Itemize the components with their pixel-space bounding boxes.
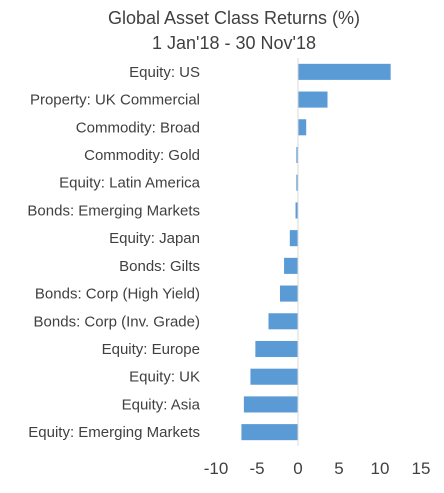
category-label-property-uk-commercial: Property: UK Commercial (30, 92, 200, 109)
x-tick-label: 15 (412, 459, 431, 478)
category-label-commodity-gold: Commodity: Gold (84, 147, 200, 164)
bar-bonds-corp-inv-grade (268, 313, 298, 330)
category-label-equity-latin-america: Equity: Latin America (59, 175, 201, 192)
x-tick-label: 10 (371, 459, 390, 478)
category-label-equity-uk: Equity: UK (129, 369, 200, 386)
chart-title: Global Asset Class Returns (%) (108, 8, 360, 28)
category-label-commodity-broad: Commodity: Broad (76, 119, 200, 136)
bar-equity-japan (289, 230, 298, 247)
bar-bonds-emerging-markets (295, 202, 298, 219)
bar-equity-asia (243, 396, 298, 413)
x-tick-label: -5 (249, 459, 264, 478)
bar-bonds-gilts (284, 257, 298, 274)
category-labels: Equity: US Property: UK Commercial Commodi… (27, 64, 200, 441)
chart-subtitle: 1 Jan'18 - 30 Nov'18 (152, 33, 316, 53)
bar-equity-uk (250, 368, 298, 385)
bar-equity-us (298, 63, 391, 80)
bars-group (241, 63, 391, 441)
x-tick-label: 0 (293, 459, 302, 478)
category-label-equity-asia: Equity: Asia (122, 396, 201, 413)
x-tick-label: 5 (334, 459, 343, 478)
x-tick-label: -10 (204, 459, 229, 478)
bar-bonds-corp-high-yield (279, 285, 298, 302)
bar-equity-latin-america (296, 174, 298, 191)
x-axis-ticks: -10 -5 0 5 10 15 (204, 459, 431, 478)
bar-commodity-broad (298, 119, 307, 136)
bar-equity-emerging-markets (241, 424, 298, 441)
bar-property-uk-commercial (298, 91, 328, 108)
category-label-equity-us: Equity: US (129, 64, 200, 81)
category-label-bonds-corp-high-yield: Bonds: Corp (High Yield) (35, 286, 200, 303)
category-label-bonds-corp-inv-grade: Bonds: Corp (Inv. Grade) (34, 313, 200, 330)
category-label-bonds-gilts: Bonds: Gilts (119, 258, 200, 275)
bar-equity-europe (255, 340, 298, 358)
category-label-equity-emerging-markets: Equity: Emerging Markets (28, 424, 200, 441)
category-label-equity-japan: Equity: Japan (109, 230, 200, 247)
bar-commodity-gold (296, 146, 298, 164)
category-label-bonds-emerging-markets: Bonds: Emerging Markets (27, 202, 200, 219)
category-label-equity-europe: Equity: Europe (102, 341, 200, 358)
